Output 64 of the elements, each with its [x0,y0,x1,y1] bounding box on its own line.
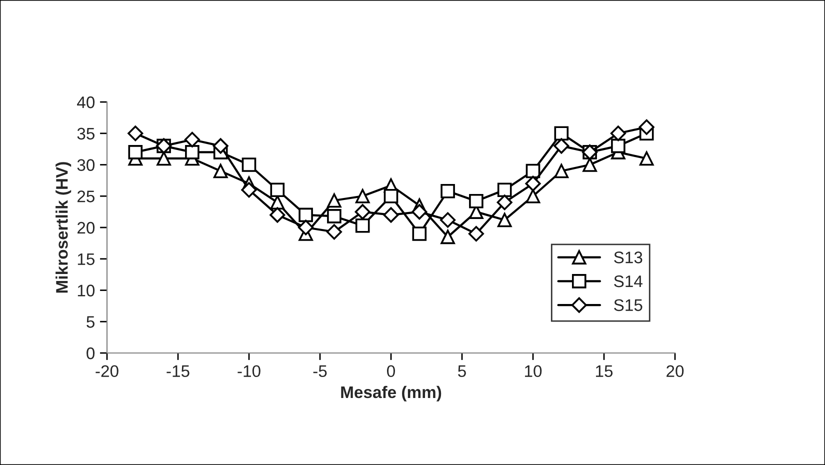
point [355,188,370,204]
point [383,207,399,223]
point [355,218,370,233]
point [639,151,654,166]
point [554,138,570,154]
point [554,126,569,141]
point [384,188,398,204]
point [185,145,200,160]
point [610,126,626,142]
x-tick-label: -20 [96,365,118,378]
y-tick-label: 5 [86,316,94,328]
y-tick-label: 40 [77,96,95,108]
legend-label: S15 [614,299,642,312]
legend-label: S14 [614,275,642,288]
point [242,158,256,172]
point [270,182,285,198]
point [327,209,342,224]
point [128,126,144,142]
point [326,224,342,240]
x-tick-label: 0 [387,365,395,378]
point [212,138,228,154]
point [526,188,540,204]
point [638,119,654,135]
point [468,226,484,242]
x-tick-label: 5 [458,365,466,378]
x-tick-label: -10 [238,365,260,378]
point [469,194,484,208]
x-axis-title: Mesafe (mm) [341,386,442,402]
point [412,226,427,241]
x-tick-label: 20 [666,365,684,378]
point [156,151,171,166]
point [496,194,512,210]
y-tick-label: 15 [78,253,94,266]
point [497,212,512,228]
x-tick-label: -15 [166,365,190,378]
point [440,184,455,198]
point [298,208,313,222]
x-tick-label: -5 [313,365,327,378]
point [525,176,541,192]
point [554,164,569,178]
point [582,158,597,172]
point [298,220,314,236]
point [354,204,370,220]
y-tick-label: 35 [77,128,94,140]
x-tick-label: 10 [525,365,542,378]
x-tick-label: 15 [596,365,613,378]
legend-label: S13 [614,252,642,264]
y-axis-title: Mikrosertlik (HV) [56,162,72,293]
point [241,182,257,198]
y-tick-label: 0 [86,347,95,360]
point [270,207,286,223]
point [440,230,455,244]
point [213,164,228,178]
point [497,182,512,198]
y-tick-label: 25 [77,190,94,202]
point [611,138,626,154]
point [327,193,342,208]
point [412,204,428,220]
y-tick-label: 20 [77,222,95,234]
point [440,212,456,228]
y-tick-label: 10 [78,284,95,296]
point [184,132,200,148]
y-tick-label: 30 [77,159,95,171]
point [128,145,143,160]
